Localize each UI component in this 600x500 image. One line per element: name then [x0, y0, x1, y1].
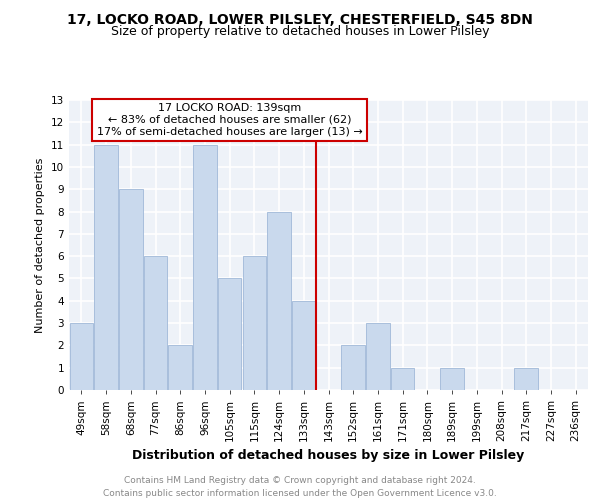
Text: Contains HM Land Registry data © Crown copyright and database right 2024.
Contai: Contains HM Land Registry data © Crown c… — [103, 476, 497, 498]
Bar — [292, 301, 316, 390]
Bar — [193, 144, 217, 390]
Bar — [119, 189, 143, 390]
X-axis label: Distribution of detached houses by size in Lower Pilsley: Distribution of detached houses by size … — [133, 450, 524, 462]
Bar — [94, 144, 118, 390]
Text: 17 LOCKO ROAD: 139sqm
← 83% of detached houses are smaller (62)
17% of semi-deta: 17 LOCKO ROAD: 139sqm ← 83% of detached … — [97, 104, 362, 136]
Bar — [169, 346, 192, 390]
Bar — [341, 346, 365, 390]
Text: 17, LOCKO ROAD, LOWER PILSLEY, CHESTERFIELD, S45 8DN: 17, LOCKO ROAD, LOWER PILSLEY, CHESTERFI… — [67, 12, 533, 26]
Bar — [440, 368, 464, 390]
Bar — [366, 323, 389, 390]
Bar — [218, 278, 241, 390]
Bar — [242, 256, 266, 390]
Bar — [391, 368, 415, 390]
Bar — [144, 256, 167, 390]
Bar — [70, 323, 93, 390]
Text: Size of property relative to detached houses in Lower Pilsley: Size of property relative to detached ho… — [111, 25, 489, 38]
Y-axis label: Number of detached properties: Number of detached properties — [35, 158, 46, 332]
Bar — [514, 368, 538, 390]
Bar — [268, 212, 291, 390]
